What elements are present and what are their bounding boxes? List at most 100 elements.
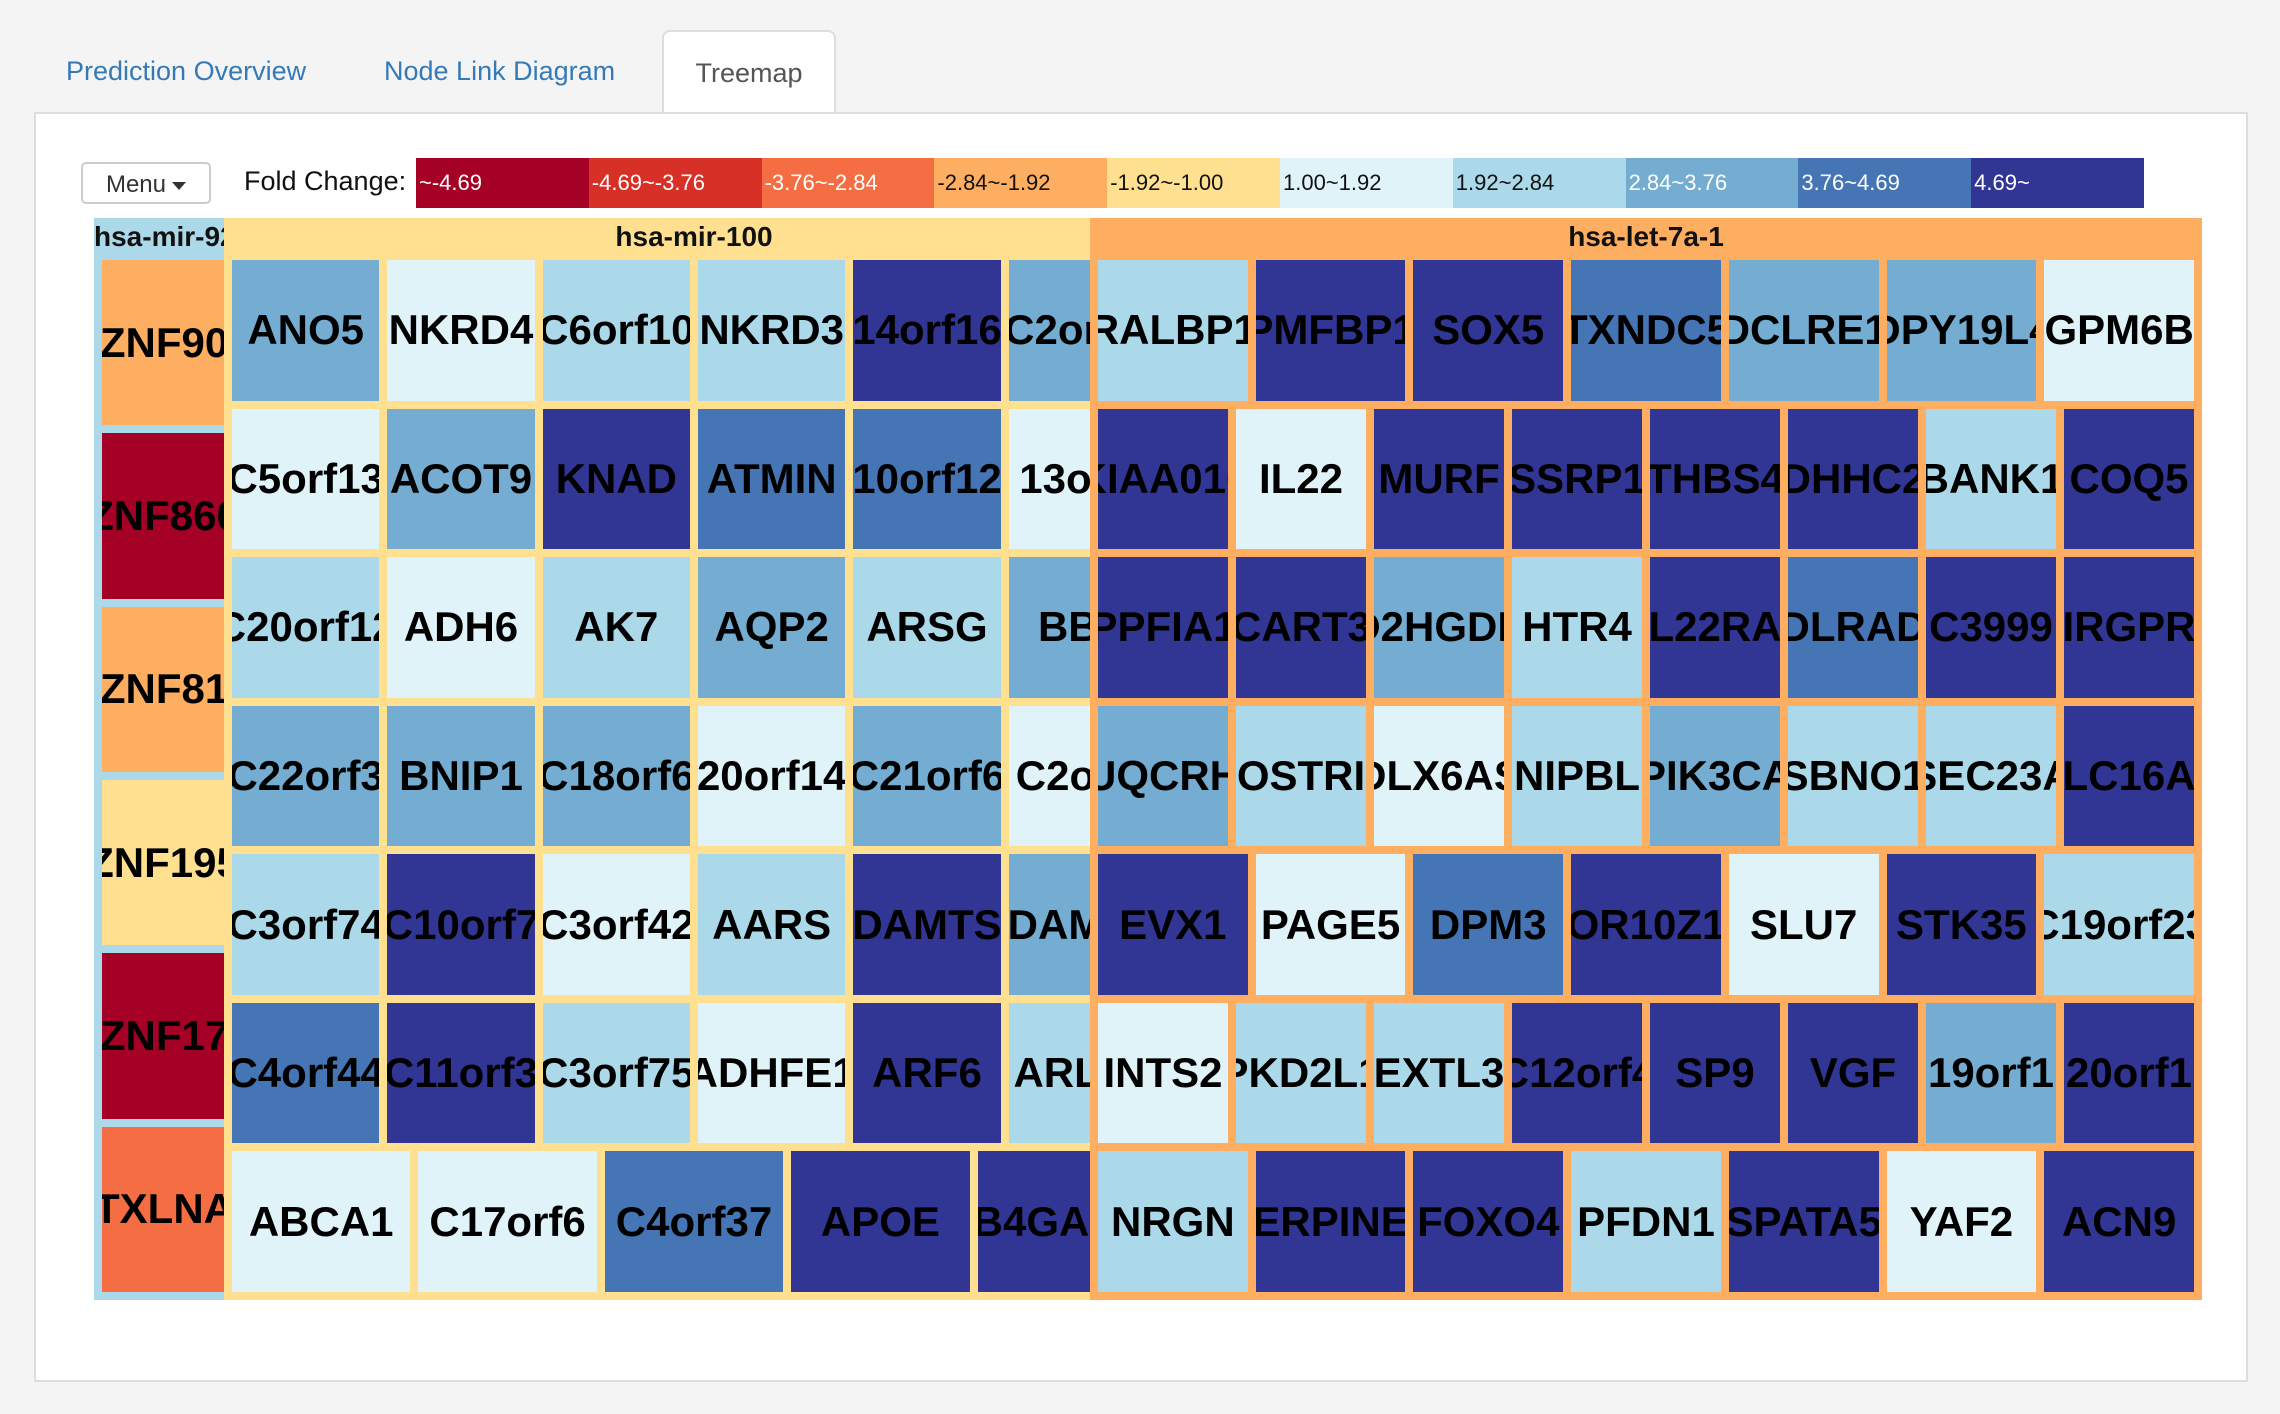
- treemap-cell[interactable]: TXLNA: [98, 1122, 230, 1296]
- treemap-cell[interactable]: ACN9: [2040, 1147, 2198, 1296]
- menu-button[interactable]: Menu: [81, 162, 211, 204]
- treemap-cell[interactable]: DPY19L4: [1882, 256, 2041, 405]
- treemap-cell[interactable]: DLRAD: [1784, 553, 1922, 702]
- tab-node-link-diagram[interactable]: Node Link Diagram: [384, 56, 616, 86]
- treemap-cell[interactable]: NKRD3: [694, 256, 850, 405]
- treemap-cell[interactable]: 20orf1: [2060, 998, 2198, 1148]
- treemap-cell[interactable]: C22orf3: [228, 701, 384, 851]
- treemap-cell[interactable]: LC16A: [2060, 701, 2198, 851]
- treemap-cell[interactable]: MURF: [1370, 404, 1508, 554]
- treemap-cell[interactable]: NRGN: [1094, 1147, 1252, 1296]
- treemap-cell[interactable]: GPM6B: [2040, 256, 2198, 405]
- treemap-cell[interactable]: ATMIN: [694, 404, 850, 554]
- treemap-cell[interactable]: NKRD4: [383, 256, 539, 405]
- treemap-cell[interactable]: D2HGDH: [1370, 553, 1508, 702]
- treemap-cell[interactable]: SLU7: [1724, 850, 1883, 999]
- treemap-cell[interactable]: C20orf12: [228, 553, 384, 702]
- treemap-cell[interactable]: ZNF195: [98, 776, 230, 950]
- treemap-cell[interactable]: AARS: [694, 850, 850, 999]
- menu-label: Menu: [105, 171, 167, 198]
- treemap-cell[interactable]: HTR4: [1508, 553, 1646, 702]
- treemap-cell[interactable]: 10orf12: [849, 404, 1005, 554]
- treemap-cell[interactable]: IL22: [1232, 404, 1370, 554]
- treemap-cell[interactable]: ANO5: [228, 256, 384, 405]
- treemap-cell[interactable]: 19orf1: [1922, 998, 2060, 1148]
- treemap-cell[interactable]: PFDN1: [1567, 1147, 1725, 1296]
- treemap-cell[interactable]: YAF2: [1882, 1147, 2041, 1296]
- treemap-cell[interactable]: OSTRI: [1232, 701, 1370, 851]
- treemap-cell[interactable]: EVX1: [1094, 850, 1252, 999]
- treemap-cell[interactable]: AK7: [538, 553, 694, 702]
- treemap-cell[interactable]: C3orf75: [538, 998, 694, 1148]
- treemap-cell[interactable]: NIPBL: [1508, 701, 1646, 851]
- treemap-cell[interactable]: ARF6: [849, 998, 1005, 1148]
- treemap-cell[interactable]: ACOT9: [383, 404, 539, 554]
- treemap-cell[interactable]: IRGPR: [2060, 553, 2198, 702]
- treemap-cell[interactable]: DPM3: [1409, 850, 1568, 999]
- treemap-cell[interactable]: COQ5: [2060, 404, 2198, 554]
- treemap-cell[interactable]: KNAD: [538, 404, 694, 554]
- treemap-cell[interactable]: SP9: [1646, 998, 1784, 1148]
- treemap-cell[interactable]: OR10Z1: [1567, 850, 1725, 999]
- treemap-cell[interactable]: ADH6: [383, 553, 539, 702]
- treemap-cell[interactable]: SEC23A: [1922, 701, 2060, 851]
- fold-change-legend: ~-4.69 -4.69~-3.76 -3.76~-2.84 -2.84~-1.92-…: [416, 158, 2144, 208]
- treemap-cell[interactable]: ZNF81: [98, 602, 230, 776]
- treemap-cell[interactable]: BNIP1: [383, 701, 539, 851]
- treemap-cell[interactable]: TXNDC5: [1567, 256, 1725, 405]
- treemap-cell[interactable]: PAGE5: [1251, 850, 1410, 999]
- treemap-cell[interactable]: 20orf14: [694, 701, 850, 851]
- treemap-cell[interactable]: PIK3CA: [1646, 701, 1784, 851]
- treemap-cell[interactable]: ERPINE: [1251, 1147, 1410, 1296]
- treemap-cell[interactable]: C4orf37: [600, 1147, 788, 1296]
- legend-bin: 2.84~3.76: [1625, 158, 1799, 208]
- treemap-cell[interactable]: ZNF860: [98, 429, 230, 603]
- treemap-cell[interactable]: CART3: [1232, 553, 1370, 702]
- tab-prediction-overview[interactable]: Prediction Overview: [66, 56, 307, 86]
- treemap-cell[interactable]: VGF: [1784, 998, 1922, 1148]
- treemap-cell[interactable]: THBS4: [1646, 404, 1784, 554]
- treemap-cell[interactable]: SSRP1: [1508, 404, 1646, 554]
- treemap-cell[interactable]: FOXO4: [1409, 1147, 1568, 1296]
- treemap-cell[interactable]: C17orf6: [414, 1147, 601, 1296]
- treemap-cell[interactable]: C6orf10: [538, 256, 694, 405]
- treemap-cell[interactable]: AQP2: [694, 553, 850, 702]
- treemap-cell[interactable]: ZNF90: [98, 256, 230, 430]
- treemap-cell[interactable]: EXTL3: [1370, 998, 1508, 1148]
- treemap-cell[interactable]: C3orf42: [538, 850, 694, 999]
- treemap-cell[interactable]: C4orf44: [228, 998, 384, 1148]
- treemap-cell[interactable]: APOE: [787, 1147, 974, 1296]
- tab-treemap[interactable]: Treemap: [662, 30, 836, 114]
- treemap-cell[interactable]: PKD2L1: [1232, 998, 1370, 1148]
- treemap-cell[interactable]: DAMTS: [849, 850, 1005, 999]
- treemap-cell[interactable]: ABCA1: [228, 1147, 415, 1296]
- treemap-cell[interactable]: SOX5: [1409, 256, 1568, 405]
- treemap-cell[interactable]: C19orf23: [2040, 850, 2198, 999]
- treemap-cell[interactable]: INTS2: [1094, 998, 1232, 1148]
- treemap-cell[interactable]: C3orf74: [228, 850, 384, 999]
- treemap-cell[interactable]: RALBP1: [1094, 256, 1252, 405]
- treemap-cell[interactable]: BANK1: [1922, 404, 2060, 554]
- treemap-cell[interactable]: C12orf4: [1508, 998, 1646, 1148]
- treemap-cell[interactable]: DLX6AS: [1370, 701, 1508, 851]
- treemap-cell[interactable]: C5orf13: [228, 404, 384, 554]
- treemap-cell[interactable]: C10orf7: [383, 850, 539, 999]
- treemap-cell[interactable]: L22RA: [1646, 553, 1784, 702]
- treemap-cell[interactable]: SPATA5: [1724, 1147, 1883, 1296]
- treemap-cell[interactable]: STK35: [1882, 850, 2041, 999]
- treemap-cell[interactable]: PPFIA1: [1094, 553, 1232, 702]
- treemap-cell[interactable]: ADHFE1: [694, 998, 850, 1148]
- treemap-cell[interactable]: UQCRH: [1094, 701, 1232, 851]
- treemap-cell[interactable]: ARSG: [849, 553, 1005, 702]
- treemap-cell[interactable]: C11orf3: [383, 998, 539, 1148]
- treemap-cell[interactable]: PMFBP1: [1251, 256, 1410, 405]
- treemap-cell[interactable]: C3999: [1922, 553, 2060, 702]
- treemap-cell[interactable]: DHHC2: [1784, 404, 1922, 554]
- treemap-cell[interactable]: SBNO1: [1784, 701, 1922, 851]
- treemap-cell[interactable]: 14orf16: [849, 256, 1005, 405]
- treemap-cell[interactable]: C21orf6: [849, 701, 1005, 851]
- treemap-cell[interactable]: C18orf6: [538, 701, 694, 851]
- treemap-cell[interactable]: KIAA010: [1094, 404, 1232, 554]
- treemap-cell[interactable]: DCLRE1: [1724, 256, 1883, 405]
- treemap-cell[interactable]: ZNF17: [98, 949, 230, 1123]
